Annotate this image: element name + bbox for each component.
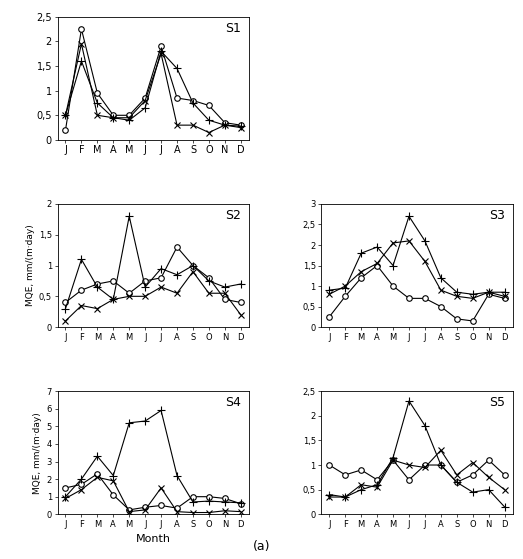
Text: (a): (a) <box>253 541 270 553</box>
X-axis label: Month: Month <box>135 534 170 544</box>
Text: S2: S2 <box>225 209 241 222</box>
Text: S5: S5 <box>489 396 505 409</box>
Y-axis label: MQE, mm/(m·day): MQE, mm/(m·day) <box>33 412 42 494</box>
Text: S3: S3 <box>489 209 505 222</box>
Text: S1: S1 <box>225 22 241 35</box>
Text: S4: S4 <box>225 396 241 409</box>
Y-axis label: MQE, mm/(m·day): MQE, mm/(m·day) <box>26 225 35 306</box>
